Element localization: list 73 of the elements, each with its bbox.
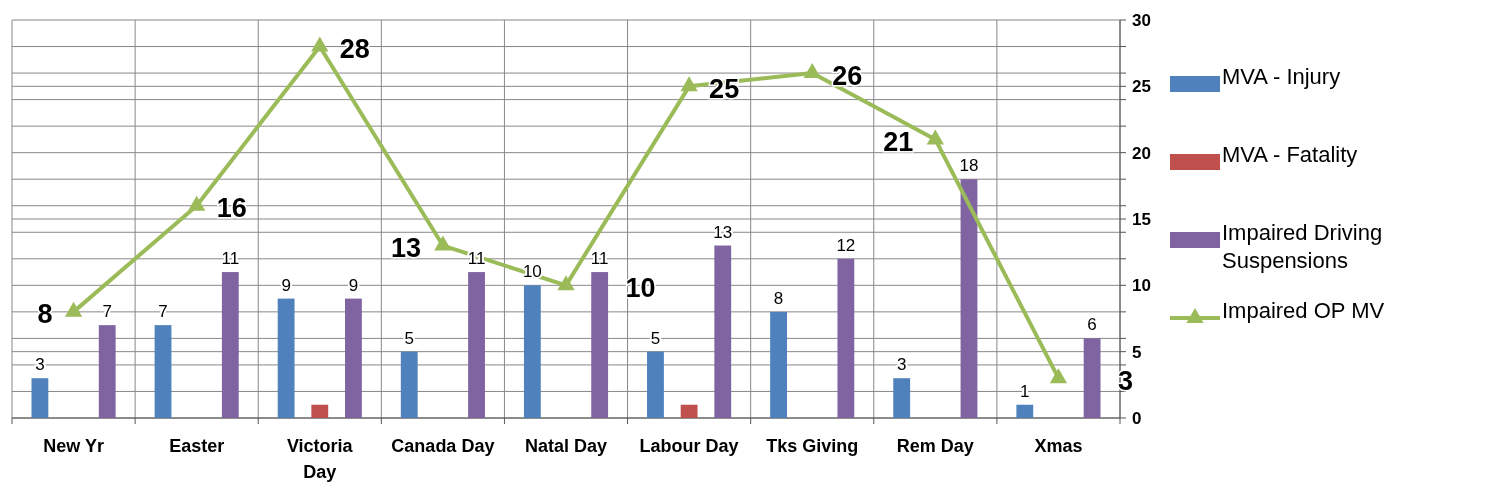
point [557, 275, 575, 291]
bar [837, 258, 855, 418]
bar [311, 404, 329, 418]
bar [98, 325, 116, 418]
x-tick-label: Canada Day [391, 436, 495, 456]
data-label: 5 [650, 328, 661, 348]
point [434, 235, 452, 251]
legend-label: MVA - Injury [1222, 64, 1341, 89]
data-label: 13 [390, 232, 421, 263]
data-label: 1 [1020, 381, 1030, 401]
y-tick-label: 15 [1132, 209, 1151, 229]
bar [1016, 404, 1034, 418]
data-label: 7 [158, 302, 168, 322]
x-tick-label: Tks Giving [766, 436, 859, 456]
bar [714, 245, 732, 418]
y-tick-label: 30 [1132, 10, 1151, 30]
data-label: 12 [836, 235, 856, 255]
bar [154, 325, 172, 418]
data-label: 11 [590, 249, 609, 269]
data-label: 7 [102, 302, 112, 322]
data-label: 11 [221, 249, 240, 269]
data-label: 13 [713, 222, 733, 242]
data-label: 9 [281, 275, 291, 295]
x-tick-label: Easter [169, 436, 225, 456]
data-label: 8 [773, 288, 784, 308]
bar [1083, 338, 1101, 418]
data-label: 3 [896, 355, 907, 375]
bar [345, 298, 362, 418]
bar [647, 351, 664, 418]
legend-label: Impaired Driving Suspensions [1222, 220, 1383, 273]
data-label: 6 [1087, 315, 1097, 335]
data-label: 8 [37, 299, 53, 330]
bar [221, 272, 239, 418]
point [188, 195, 206, 211]
x-tick-label: Victoria Day [286, 436, 354, 482]
bar [960, 179, 978, 418]
y-tick-label: 5 [1132, 342, 1142, 362]
y-tick-label: 10 [1132, 276, 1151, 296]
y-tick-label: 20 [1132, 143, 1151, 163]
bar [591, 272, 609, 418]
point [803, 63, 821, 79]
y-tick-label: 0 [1132, 408, 1142, 428]
bar [31, 378, 49, 418]
x-tick-label: Labour Day [639, 436, 739, 456]
legend-label: Impaired OP MV [1222, 298, 1385, 323]
data-label: 9 [348, 275, 359, 295]
x-tick-label: Natal Day [524, 436, 608, 456]
data-label: 16 [216, 193, 247, 224]
point [311, 36, 329, 52]
data-label: 28 [339, 33, 370, 64]
data-label: 3 [35, 355, 45, 375]
point [64, 301, 83, 317]
point [926, 129, 944, 145]
legend-label: MVA - Fatality [1222, 142, 1358, 167]
data-label: 26 [832, 60, 863, 91]
data-label: 5 [404, 328, 414, 348]
bar [770, 311, 787, 418]
data-label: 21 [883, 126, 914, 157]
point [680, 76, 698, 92]
data-label: 3 [1118, 365, 1134, 396]
bar [277, 298, 295, 418]
y-tick-label: 25 [1132, 77, 1151, 97]
point [1049, 368, 1068, 384]
bar [893, 378, 911, 418]
x-tick-label: Rem Day [896, 436, 974, 456]
bar [468, 272, 485, 418]
x-tick-label: New Yr [43, 436, 104, 456]
data-label: 10 [625, 272, 656, 303]
bar [523, 285, 541, 418]
bar [400, 351, 418, 418]
bar [680, 404, 698, 418]
data-label: 18 [959, 156, 979, 176]
x-tick-label: Xmas [1034, 436, 1083, 456]
